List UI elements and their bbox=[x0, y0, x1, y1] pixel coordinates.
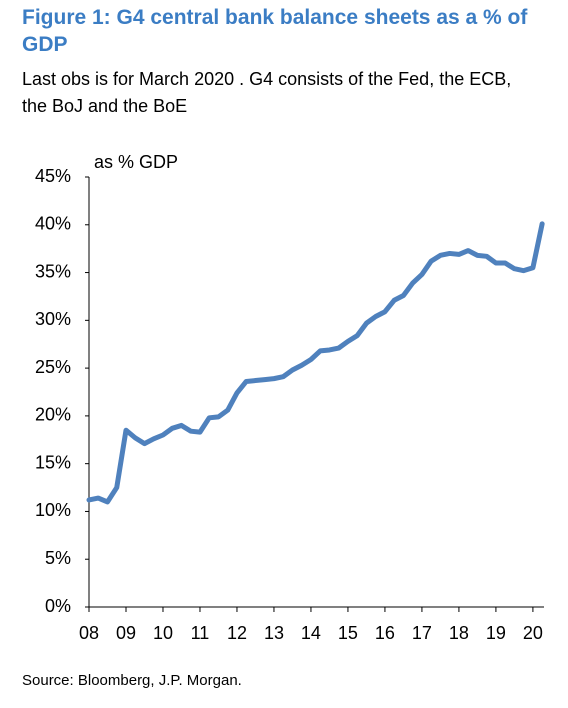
x-tick-label: 19 bbox=[486, 623, 506, 643]
y-tick-label: 20% bbox=[35, 405, 71, 425]
y-tick-label: 45% bbox=[35, 166, 71, 186]
x-tick-label: 18 bbox=[449, 623, 469, 643]
x-tick-label: 16 bbox=[375, 623, 395, 643]
x-tick-label: 14 bbox=[301, 623, 321, 643]
y-tick-label: 15% bbox=[35, 452, 71, 472]
y-tick-label: 0% bbox=[45, 596, 71, 616]
x-tick-label: 10 bbox=[153, 623, 173, 643]
data-line bbox=[86, 221, 545, 505]
y-axis-label: as % GDP bbox=[94, 152, 178, 172]
y-tick-label: 25% bbox=[35, 357, 71, 377]
x-tick-label: 11 bbox=[191, 623, 210, 643]
chart-title: Figure 1: G4 central bank balance sheets… bbox=[22, 6, 528, 56]
chart-subtitle: Last obs is for March 2020 . G4 consists… bbox=[22, 69, 512, 116]
x-tick-label: 09 bbox=[116, 623, 136, 643]
x-tick-label: 13 bbox=[264, 623, 284, 643]
x-tick-label: 17 bbox=[412, 623, 432, 643]
y-tick-label: 5% bbox=[45, 548, 71, 568]
y-tick-label: 35% bbox=[35, 261, 71, 281]
y-tick-label: 30% bbox=[35, 309, 71, 329]
x-tick-label: 12 bbox=[227, 623, 247, 643]
source-note: Source: Bloomberg, J.P. Morgan. bbox=[22, 672, 242, 689]
x-tick-label: 20 bbox=[523, 623, 543, 643]
x-tick-label: 15 bbox=[338, 623, 358, 643]
y-tick-label: 40% bbox=[35, 214, 71, 234]
y-tick-label: 10% bbox=[35, 500, 71, 520]
x-tick-label: 08 bbox=[79, 623, 99, 643]
